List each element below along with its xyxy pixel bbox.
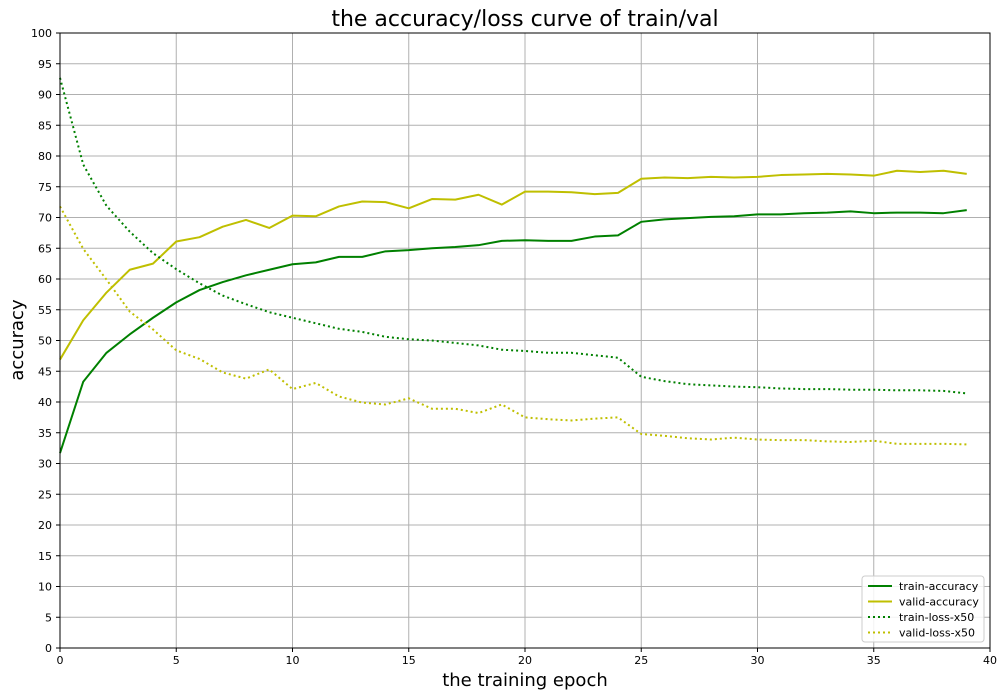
y-tick-label: 45	[38, 365, 52, 378]
y-tick-label: 55	[38, 304, 52, 317]
legend: train-accuracy valid-accuracy train-loss-x…	[861, 575, 985, 643]
axis-ticks: 0 5 10 15 20 25 30 35 40 0 5 10 15 20 25 30 35 40 45 50 55 60…	[31, 27, 997, 667]
series-lines	[59, 77, 967, 454]
y-tick-label: 5	[45, 611, 52, 624]
y-axis-label: accuracy	[7, 299, 28, 381]
y-tick-label: 100	[31, 27, 52, 40]
x-tick-label: 15	[402, 654, 416, 667]
y-tick-label: 30	[38, 458, 52, 471]
y-tick-label: 15	[38, 550, 52, 563]
x-axis-label: the training epoch	[442, 670, 608, 691]
y-tick-label: 65	[38, 242, 52, 255]
y-tick-label: 70	[38, 212, 52, 225]
x-tick-label: 40	[983, 654, 997, 667]
legend-label-valid-loss-x50: valid-loss-x50	[899, 627, 975, 640]
x-tick-label: 0	[57, 654, 64, 667]
y-tick-label: 10	[38, 581, 52, 594]
x-tick-label: 25	[634, 654, 648, 667]
y-tick-label: 0	[45, 642, 52, 655]
series-line-valid-accuracy	[59, 169, 967, 361]
series-line-valid-loss-x50	[59, 205, 967, 446]
legend-label-train-accuracy: train-accuracy	[899, 580, 979, 593]
x-tick-label: 35	[867, 654, 881, 667]
grid-lines	[59, 32, 991, 649]
legend-label-train-loss-x50: train-loss-x50	[899, 611, 974, 624]
chart-title: the accuracy/loss curve of train/val	[331, 7, 718, 32]
y-tick-label: 50	[38, 335, 52, 348]
x-tick-label: 10	[286, 654, 300, 667]
y-tick-label: 60	[38, 273, 52, 286]
legend-box	[861, 575, 985, 643]
legend-label-valid-accuracy: valid-accuracy	[899, 596, 979, 609]
y-tick-label: 25	[38, 488, 52, 501]
y-tick-label: 75	[38, 181, 52, 194]
x-tick-label: 5	[173, 654, 180, 667]
series-line-train-accuracy	[59, 209, 967, 454]
y-tick-label: 20	[38, 519, 52, 532]
y-tick-label: 40	[38, 396, 52, 409]
y-tick-label: 90	[38, 89, 52, 102]
y-tick-label: 35	[38, 427, 52, 440]
y-tick-label: 80	[38, 150, 52, 163]
x-tick-label: 20	[518, 654, 532, 667]
y-tick-label: 95	[38, 58, 52, 71]
x-tick-label: 30	[751, 654, 765, 667]
y-tick-label: 85	[38, 119, 52, 132]
